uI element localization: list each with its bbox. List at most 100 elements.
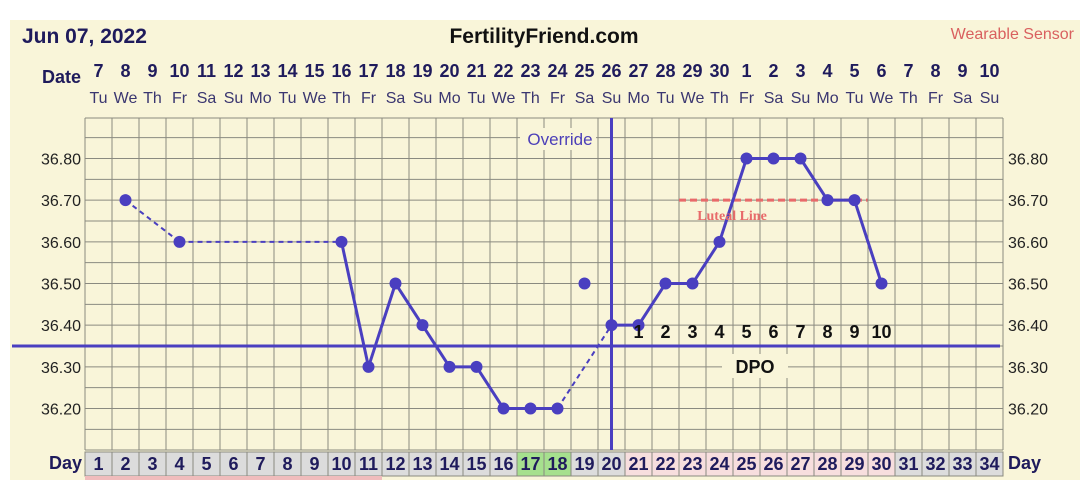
day-number: 4 bbox=[174, 454, 184, 474]
temp-point bbox=[713, 235, 726, 248]
weekday-label: Tu bbox=[656, 90, 674, 107]
temp-point bbox=[551, 402, 564, 415]
weekday-label: Tu bbox=[89, 90, 107, 107]
date-label: 13 bbox=[250, 61, 270, 81]
day-row-title-right: Day bbox=[1008, 453, 1041, 473]
weekday-label: Fr bbox=[361, 90, 377, 107]
axis-text: 7Tu8We9Th10Fr11Sa12Su13Mo14Tu15We16Th17F… bbox=[41, 61, 1048, 419]
weekday-label: We bbox=[492, 90, 516, 107]
date-label: 4 bbox=[822, 61, 832, 81]
weekday-label: Sa bbox=[386, 90, 406, 107]
temp-point bbox=[416, 319, 429, 332]
day-number: 17 bbox=[520, 454, 540, 474]
day-cell bbox=[840, 451, 869, 477]
day-number: 13 bbox=[412, 454, 432, 474]
dpo-number: 10 bbox=[871, 322, 891, 342]
date-label: 10 bbox=[979, 61, 999, 81]
date-label: 28 bbox=[655, 61, 675, 81]
date-label: 23 bbox=[520, 61, 540, 81]
day-cell bbox=[570, 451, 599, 477]
date-label: 11 bbox=[197, 61, 216, 81]
sensor-label: Wearable Sensor bbox=[951, 26, 1075, 43]
temp-point bbox=[362, 360, 375, 373]
y-tick-label-left: 36.30 bbox=[41, 360, 81, 377]
date-label: 21 bbox=[466, 61, 486, 81]
extra-temp-point bbox=[578, 277, 591, 290]
day-number: 28 bbox=[817, 454, 837, 474]
date-label: 16 bbox=[331, 61, 351, 81]
date-label: 12 bbox=[223, 61, 243, 81]
date-label: 15 bbox=[304, 61, 324, 81]
weekday-label: Fr bbox=[550, 90, 566, 107]
weekday-label: Tu bbox=[278, 90, 296, 107]
day-number: 14 bbox=[439, 454, 459, 474]
date-label: 17 bbox=[358, 61, 378, 81]
day-number: 33 bbox=[952, 454, 972, 474]
day-number: 8 bbox=[282, 454, 292, 474]
dpo-number: 9 bbox=[849, 322, 859, 342]
day-number: 6 bbox=[228, 454, 238, 474]
day-number: 34 bbox=[979, 454, 999, 474]
weekday-label: Su bbox=[224, 90, 244, 107]
weekday-label: Th bbox=[332, 90, 351, 107]
day-cell bbox=[516, 451, 545, 477]
day-number: 18 bbox=[547, 454, 567, 474]
temp-segment bbox=[475, 366, 505, 410]
temp-segment bbox=[718, 158, 748, 243]
weekday-label: We bbox=[114, 90, 138, 107]
weekday-label: Sa bbox=[953, 90, 973, 107]
temp-point bbox=[335, 235, 348, 248]
date-label: 8 bbox=[930, 61, 940, 81]
weekday-label: Fr bbox=[928, 90, 944, 107]
date-label: 2 bbox=[768, 61, 778, 81]
temp-segment bbox=[394, 282, 424, 326]
temp-point bbox=[524, 402, 537, 415]
day-number: 1 bbox=[93, 454, 103, 474]
temp-point bbox=[740, 152, 753, 165]
day-number: 26 bbox=[763, 454, 783, 474]
temp-point bbox=[173, 235, 186, 248]
weekday-label: Mo bbox=[816, 90, 838, 107]
weekday-label: Su bbox=[980, 90, 1000, 107]
day-number: 5 bbox=[201, 454, 211, 474]
temp-point bbox=[848, 194, 861, 207]
day-cell bbox=[894, 451, 923, 477]
day-number: 7 bbox=[255, 454, 265, 474]
day-number: 32 bbox=[925, 454, 945, 474]
temp-segment bbox=[367, 283, 397, 368]
date-label: 9 bbox=[957, 61, 967, 81]
y-tick-label-right: 36.60 bbox=[1008, 235, 1048, 252]
date-label: 18 bbox=[385, 61, 405, 81]
temp-segment bbox=[691, 241, 721, 285]
day-number: 30 bbox=[871, 454, 891, 474]
y-tick-label-right: 36.40 bbox=[1008, 318, 1048, 335]
date-label: 3 bbox=[795, 61, 805, 81]
day-cell bbox=[624, 451, 653, 477]
weekday-label: Tu bbox=[845, 90, 863, 107]
day-number: 3 bbox=[147, 454, 157, 474]
temp-point bbox=[767, 152, 780, 165]
day-cell bbox=[489, 451, 518, 477]
day-number: 10 bbox=[331, 454, 351, 474]
day-cell bbox=[408, 451, 437, 477]
date-label: 26 bbox=[601, 61, 621, 81]
day-number: 16 bbox=[493, 454, 513, 474]
day-cell bbox=[678, 451, 707, 477]
weekday-label: Mo bbox=[438, 90, 460, 107]
day-cell bbox=[813, 451, 842, 477]
dpo-label-bg bbox=[722, 354, 788, 378]
date-label: 8 bbox=[120, 61, 130, 81]
day-cell bbox=[435, 451, 464, 477]
temp-point bbox=[119, 194, 132, 207]
day-cell bbox=[273, 451, 302, 477]
override-label: Override bbox=[527, 130, 592, 149]
date-label: 19 bbox=[412, 61, 432, 81]
dpo-number: 2 bbox=[660, 322, 670, 342]
dpo-number: 1 bbox=[633, 322, 643, 342]
date-label: 27 bbox=[628, 61, 648, 81]
y-tick-label-left: 36.20 bbox=[41, 402, 81, 419]
temperature-plot: 1 2 3 4 5 6 7 8 9 10 bbox=[12, 118, 1000, 450]
day-number: 20 bbox=[601, 454, 621, 474]
weekday-label: Mo bbox=[627, 90, 649, 107]
